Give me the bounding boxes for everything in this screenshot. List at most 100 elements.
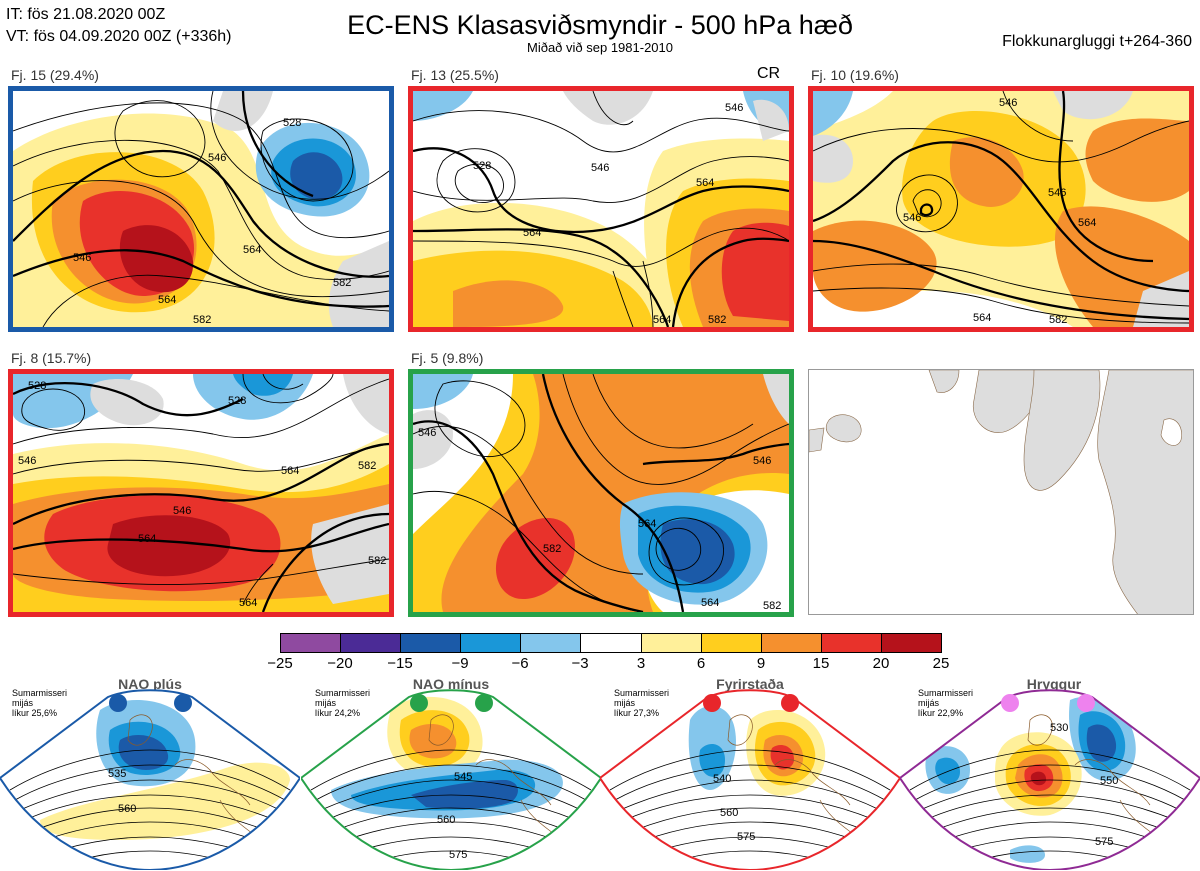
cluster-map-2-canvas: 528 546 564 564 582 564 546 bbox=[413, 91, 789, 327]
page-title: EC-ENS Klasasviðsmyndir - 500 hPa hæð bbox=[347, 10, 853, 40]
regime-3-note: mijás bbox=[614, 698, 636, 708]
colorbar-tick: 9 bbox=[756, 655, 766, 672]
panel-4-label: Fj. 8 (15.7%) bbox=[11, 350, 92, 366]
contour-label: 582 bbox=[543, 543, 561, 555]
contour-label: 560 bbox=[437, 814, 455, 826]
panel-5-label: Fj. 5 (9.8%) bbox=[411, 350, 484, 366]
regime-3-season: Sumarmisseri bbox=[614, 688, 670, 698]
colorbar bbox=[280, 633, 942, 653]
colorbar-tick: −25 bbox=[267, 655, 293, 672]
contour-label: 564 bbox=[239, 597, 257, 609]
contour-label: 546 bbox=[725, 102, 743, 114]
base-map bbox=[808, 369, 1194, 615]
contour-label: 530 bbox=[1050, 722, 1068, 734]
colorbar-swatch bbox=[641, 634, 702, 652]
regime-3-map: 540 560 575 bbox=[600, 689, 900, 870]
contour-label: 546 bbox=[903, 212, 921, 224]
regime-2-description: Sumarmisseri mijás líkur 24,2% bbox=[315, 688, 370, 718]
valid-time: VT: fös 04.09.2020 00Z (+336h) bbox=[6, 28, 232, 45]
contour-label: 582 bbox=[763, 600, 781, 612]
colorbar-tick: −20 bbox=[327, 655, 353, 672]
contour-label: 564 bbox=[1078, 217, 1096, 229]
cluster-map-2[interactable]: 528 546 564 564 582 564 546 bbox=[408, 86, 794, 332]
regime-4-probability: líkur 22,9% bbox=[918, 708, 964, 718]
regime-ridge[interactable]: 530 550 575 bbox=[900, 670, 1200, 870]
regime-blocking[interactable]: 540 560 575 bbox=[600, 670, 900, 870]
contour-label: 535 bbox=[108, 768, 126, 780]
contour-label: 546 bbox=[208, 152, 226, 164]
contour-label: 575 bbox=[1095, 836, 1113, 848]
regime-4-title: Hryggur bbox=[1026, 676, 1082, 692]
regime-1-map: 535 560 bbox=[0, 689, 300, 870]
panel-1-label: Fj. 15 (29.4%) bbox=[11, 67, 99, 83]
colorbar-tick: 3 bbox=[636, 655, 646, 672]
regime-2-probability: líkur 24,2% bbox=[315, 708, 361, 718]
regime-4-description: Sumarmisseri mijás líkur 22,9% bbox=[918, 688, 973, 718]
contour-label: 564 bbox=[281, 465, 299, 477]
colorbar-swatch bbox=[341, 634, 402, 652]
colorbar-swatch bbox=[821, 634, 882, 652]
contour-label: 582 bbox=[333, 277, 351, 289]
colorbar-swatch bbox=[401, 634, 462, 652]
regime-nao-plus[interactable]: 535 560 bbox=[0, 670, 300, 870]
cluster-map-3-canvas: 546 546 564 564 582 546 bbox=[813, 91, 1189, 327]
regime-2-map: 545 560 575 bbox=[301, 689, 601, 870]
colorbar-swatch bbox=[521, 634, 582, 652]
contour-label: 528 bbox=[473, 160, 491, 172]
colorbar-tick: −9 bbox=[451, 655, 469, 672]
colorbar-tick: −6 bbox=[511, 655, 529, 672]
cluster-map-4-canvas: 528 546 564 546 564 582 528 582 564 bbox=[13, 374, 389, 612]
colorbar-swatch bbox=[761, 634, 822, 652]
contour-label: 528 bbox=[28, 380, 46, 392]
colorbar-swatch bbox=[881, 634, 942, 652]
contour-label: 546 bbox=[1048, 187, 1066, 199]
contour-label: 575 bbox=[449, 849, 467, 861]
regime-3-description: Sumarmisseri mijás líkur 27,3% bbox=[614, 688, 669, 718]
contour-label: 564 bbox=[523, 227, 541, 239]
colorbar-tick: 15 bbox=[812, 655, 830, 672]
contour-label: 528 bbox=[228, 395, 246, 407]
contour-label: 564 bbox=[653, 314, 671, 326]
contour-label: 564 bbox=[701, 597, 719, 609]
page-subtitle: Miðað við sep 1981-2010 bbox=[527, 40, 673, 55]
regime-nao-minus[interactable]: 545 560 575 bbox=[301, 670, 601, 870]
colorbar-swatch bbox=[581, 634, 642, 652]
regime-4-map: 530 550 575 bbox=[900, 689, 1200, 870]
contour-label: 564 bbox=[138, 533, 156, 545]
colorbar-tick: 25 bbox=[932, 655, 950, 672]
cluster-map-1[interactable]: 546 564 582 546 564 582 528 bbox=[8, 86, 394, 332]
panel-3-label: Fj. 10 (19.6%) bbox=[811, 67, 899, 83]
cluster-map-5[interactable]: 546 564 582 546 564 582 bbox=[408, 369, 794, 617]
colorbar-swatch bbox=[461, 634, 522, 652]
cluster-map-5-canvas: 546 564 582 546 564 582 bbox=[413, 374, 789, 612]
cluster-map-1-canvas: 546 564 582 546 564 582 528 bbox=[13, 91, 389, 327]
regime-3-probability: líkur 27,3% bbox=[614, 708, 660, 718]
regime-4-note: mijás bbox=[918, 698, 940, 708]
cluster-map-3[interactable]: 546 546 564 564 582 546 bbox=[808, 86, 1194, 332]
colorbar-swatch bbox=[281, 634, 342, 652]
contour-label: 564 bbox=[973, 312, 991, 324]
classification-window: Flokkunargluggi t+264-360 bbox=[1002, 33, 1192, 50]
contour-label: 545 bbox=[454, 771, 472, 783]
regime-4-season: Sumarmisseri bbox=[918, 688, 974, 698]
panel-2-tag: CR bbox=[757, 65, 781, 82]
contour-label: 546 bbox=[18, 455, 36, 467]
cluster-map-4[interactable]: 528 546 564 546 564 582 528 582 564 bbox=[8, 369, 394, 617]
contour-label: 564 bbox=[696, 177, 714, 189]
contour-label: 582 bbox=[368, 555, 386, 567]
colorbar-tick: −15 bbox=[387, 655, 413, 672]
contour-label: 582 bbox=[1049, 314, 1067, 326]
contour-label: 546 bbox=[173, 505, 191, 517]
contour-label: 546 bbox=[999, 97, 1017, 109]
contour-label: 546 bbox=[73, 252, 91, 264]
contour-label: 560 bbox=[720, 807, 738, 819]
colorbar-swatch bbox=[701, 634, 762, 652]
contour-label: 582 bbox=[193, 314, 211, 326]
contour-label: 540 bbox=[713, 773, 731, 785]
regime-3-title: Fyrirstaða bbox=[716, 676, 784, 692]
contour-label: 528 bbox=[283, 117, 301, 129]
contour-label: 564 bbox=[158, 294, 176, 306]
regime-2-note: mijás bbox=[315, 698, 337, 708]
colorbar-tick: 6 bbox=[696, 655, 706, 672]
forecast-times: IT: fös 21.08.2020 00Z VT: fös 04.09.202… bbox=[6, 4, 231, 48]
